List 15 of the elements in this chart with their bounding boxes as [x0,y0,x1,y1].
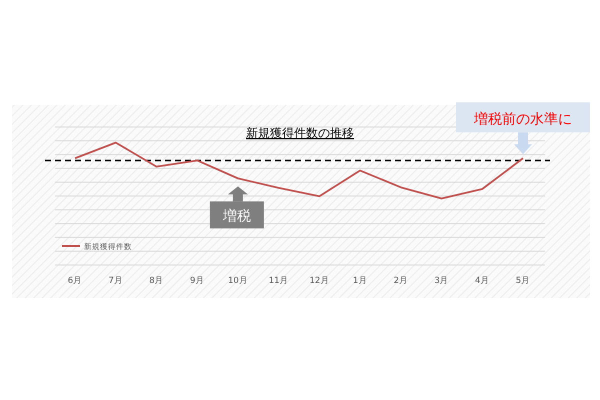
x-tick-label: 12月 [309,276,330,286]
x-tick-label: 1月 [352,276,368,286]
x-tick-label: 5月 [516,276,530,286]
title: 新規獲得件数の推移 [246,126,354,140]
annotation: 増税 [222,208,251,224]
x-tick-label: 3月 [434,276,449,286]
x-tick-label: 2月 [394,276,408,286]
x-tick-label: 6月 [68,276,82,286]
x-tick-label: 11月 [268,276,289,286]
x-tick-label: 4月 [475,276,490,286]
annotation: 増税前の水準に [474,111,572,128]
x-tick-label: 10月 [228,276,248,286]
x-tick-label: 7月 [108,276,123,286]
x-tick-label: 8月 [149,276,164,286]
x-tick-label: 9月 [190,276,204,286]
